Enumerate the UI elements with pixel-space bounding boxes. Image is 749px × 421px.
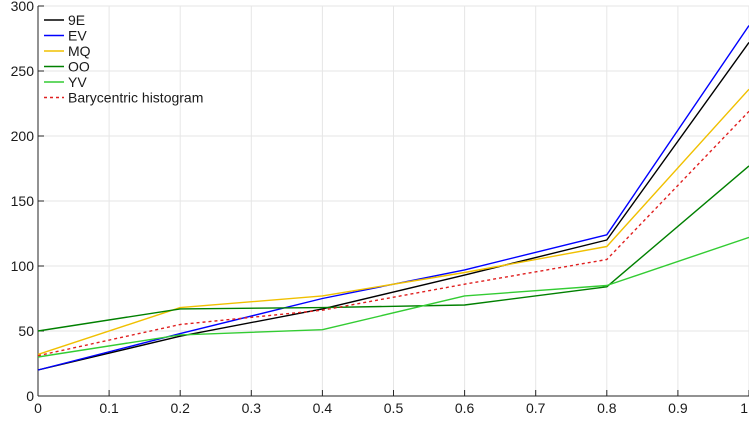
x-tick-label: 0.9 bbox=[668, 400, 688, 416]
series-line-mq bbox=[37, 88, 749, 356]
y-tick-label: 0 bbox=[26, 388, 34, 404]
series-line-barycentric-histogram bbox=[37, 110, 749, 357]
legend-label: 9E bbox=[68, 12, 85, 28]
x-tick-label: 0.7 bbox=[526, 400, 546, 416]
grid bbox=[37, 5, 749, 397]
x-tick-label: 0.8 bbox=[597, 400, 617, 416]
legend-label: MQ bbox=[68, 43, 91, 59]
legend-label: OO bbox=[68, 59, 90, 75]
x-tick-label: 0.6 bbox=[455, 400, 475, 416]
legend-label: Barycentric histogram bbox=[68, 90, 203, 106]
legend-label: YV bbox=[68, 74, 87, 90]
y-tick-label: 100 bbox=[11, 258, 35, 274]
x-tick-label: 0.2 bbox=[170, 400, 190, 416]
x-tick-label: 1 bbox=[740, 400, 748, 416]
x-axis-ticks: 0 0.1 0.2 0.3 0.4 0.5 0.6 0.7 0.8 0.9 1 bbox=[34, 400, 748, 416]
series-line-9e bbox=[37, 41, 749, 371]
y-tick-label: 200 bbox=[11, 128, 35, 144]
series-line-yv bbox=[37, 236, 749, 358]
y-tick-label: 50 bbox=[18, 323, 34, 339]
y-axis-ticks: 0 50 100 150 200 250 300 bbox=[11, 0, 35, 404]
y-tick-label: 150 bbox=[11, 193, 35, 209]
x-tick-label: 0.3 bbox=[242, 400, 262, 416]
y-tick-label: 300 bbox=[11, 0, 35, 14]
x-tick-label: 0.4 bbox=[313, 400, 333, 416]
series-line-oo bbox=[37, 165, 749, 332]
x-tick-label: 0.5 bbox=[384, 400, 404, 416]
x-tick-label: 0 bbox=[34, 400, 42, 416]
x-tick-label: 0.1 bbox=[99, 400, 119, 416]
legend-label: EV bbox=[68, 28, 87, 44]
y-tick-label: 250 bbox=[11, 63, 35, 79]
series-lines bbox=[37, 25, 749, 371]
